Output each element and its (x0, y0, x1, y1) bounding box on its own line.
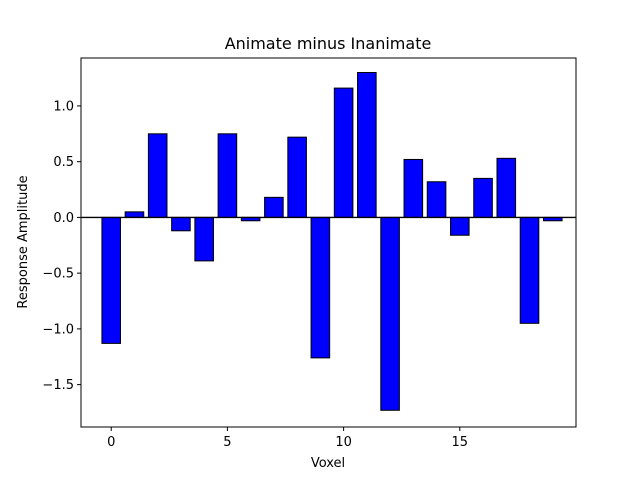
bar-voxel-17 (496, 157, 517, 218)
y-tick-label: −1.0 (42, 322, 74, 337)
bar-voxel-5 (217, 133, 238, 218)
y-tick-label: 0.0 (53, 211, 74, 226)
bar-voxel-3 (171, 216, 191, 232)
bar-voxel-1 (124, 211, 145, 218)
bars-group (101, 71, 563, 411)
y-axis-label: Response Amplitude (16, 175, 31, 308)
x-tick-label: 5 (223, 435, 231, 450)
y-tick-label: −1.5 (42, 378, 74, 393)
x-tick-label: 0 (107, 435, 115, 450)
x-tick-label: 15 (452, 435, 469, 450)
bar-voxel-15 (450, 216, 470, 236)
bar-voxel-2 (147, 133, 168, 218)
bar-voxel-14 (426, 181, 447, 218)
bar-voxel-8 (287, 136, 307, 218)
plot-frame (80, 57, 577, 428)
x-tick-label: 10 (335, 435, 352, 450)
bar-voxel-9 (310, 216, 331, 359)
y-tick-label: 0.5 (53, 155, 74, 170)
bar-voxel-18 (519, 216, 540, 324)
x-axis-ticks: 0 5 10 15 (107, 427, 468, 450)
bar-voxel-12 (380, 216, 400, 411)
y-axis-ticks: −1.5 −1.0 −0.5 0.0 0.5 1.0 (42, 99, 81, 393)
y-tick-label: 1.0 (53, 99, 74, 114)
bar-voxel-0 (101, 216, 122, 344)
bar-voxel-11 (357, 71, 377, 218)
bar-voxel-10 (333, 87, 354, 218)
bar-voxel-7 (264, 196, 284, 218)
y-tick-label: −0.5 (42, 267, 74, 282)
chart-title: Animate minus Inanimate (225, 34, 432, 53)
bar-voxel-4 (194, 216, 214, 262)
bar-voxel-16 (473, 177, 493, 218)
x-axis-label: Voxel (311, 456, 345, 471)
bar-voxel-13 (403, 158, 424, 218)
